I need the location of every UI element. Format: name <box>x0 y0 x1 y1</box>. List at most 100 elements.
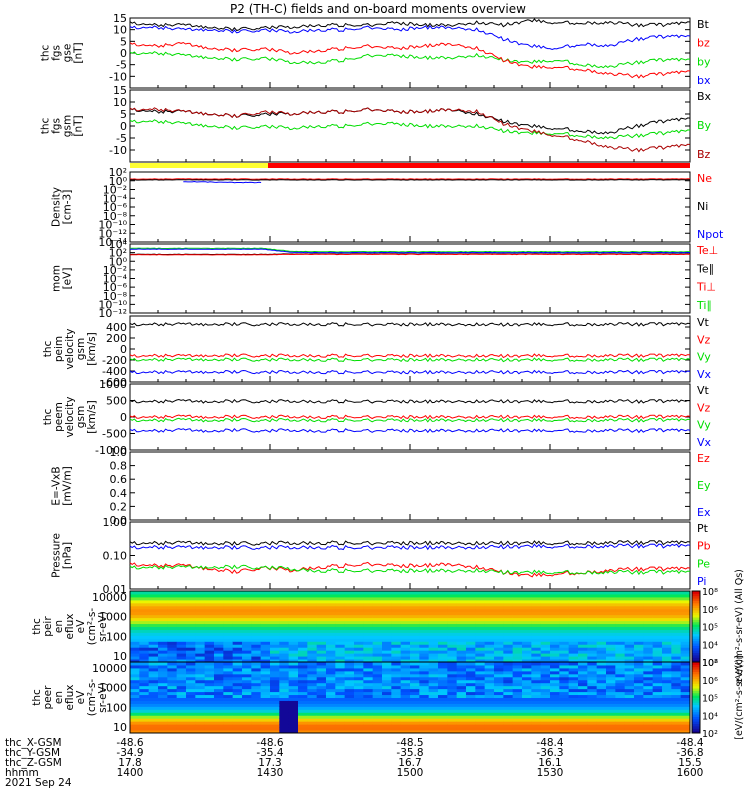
heatmap-cell <box>494 673 504 678</box>
heatmap-cell <box>344 691 355 696</box>
heatmap-cell <box>363 659 374 663</box>
heatmap-cell <box>447 629 458 633</box>
heatmap-cell <box>662 706 672 710</box>
heatmap-cell <box>298 706 308 710</box>
heatmap-cell <box>456 730 467 734</box>
heatmap-cell <box>354 730 364 734</box>
heatmap-cell <box>354 593 364 598</box>
heatmap-cell <box>316 715 327 719</box>
heatmap-cell <box>354 697 364 701</box>
heatmap-cell <box>158 593 168 598</box>
heatmap-cell <box>419 703 430 707</box>
heatmap-cell <box>260 709 271 713</box>
heatmap-cell <box>587 591 598 595</box>
series-line-vx <box>129 427 691 434</box>
heatmap-cell <box>559 647 570 651</box>
y-tick-label: 10 <box>113 96 127 109</box>
heatmap-cell <box>475 653 486 657</box>
heatmap-cell <box>167 712 178 716</box>
heatmap-cell <box>148 620 159 625</box>
heatmap-cell <box>615 676 626 681</box>
heatmap-cell <box>232 667 243 672</box>
heatmap-cell <box>316 605 327 610</box>
heatmap-cell <box>344 721 355 725</box>
heatmap-cell <box>587 647 598 651</box>
heatmap-cell <box>578 712 588 716</box>
heatmap-cell <box>391 673 402 678</box>
heatmap-cell <box>344 656 355 660</box>
heatmap-cell <box>587 688 598 693</box>
heatmap-cell <box>568 670 579 675</box>
heatmap-cell <box>466 700 476 704</box>
heatmap-cell <box>130 691 140 696</box>
heatmap-cell <box>242 673 252 678</box>
heatmap-cell <box>634 694 644 698</box>
heatmap-cell <box>298 715 308 719</box>
heatmap-cell <box>587 703 598 707</box>
heatmap-cell <box>400 691 411 696</box>
heatmap-cell <box>242 697 252 701</box>
heatmap-cell <box>475 605 486 610</box>
heatmap-cell <box>298 591 308 595</box>
y-axis-label: eflux <box>64 685 76 711</box>
heatmap-cell <box>260 700 271 704</box>
heatmap-cell <box>279 635 290 639</box>
heatmap-cell <box>634 623 644 627</box>
heatmap-cell <box>288 697 299 701</box>
heatmap-cell <box>494 641 504 645</box>
heatmap-cell <box>391 709 402 713</box>
heatmap-cell <box>195 670 206 675</box>
heatmap-cell <box>316 730 327 734</box>
heatmap-cell <box>606 715 616 719</box>
heatmap-cell <box>578 715 588 719</box>
heatmap-cell <box>354 653 364 657</box>
heatmap-cell <box>438 647 448 651</box>
heatmap-cell <box>363 718 374 722</box>
heatmap-cell <box>204 694 215 698</box>
y-tick-label: -1000 <box>95 444 127 457</box>
heatmap-cell <box>326 694 336 698</box>
heatmap-cell <box>419 608 430 613</box>
y-axis-label: eV <box>75 619 87 633</box>
heatmap-cell <box>568 682 579 687</box>
heatmap-cell <box>316 727 327 731</box>
heatmap-cell <box>232 638 243 642</box>
ephemeris-value: -48.6 <box>256 737 284 749</box>
heatmap-cell <box>410 727 420 731</box>
heatmap-cell <box>335 644 346 648</box>
heatmap-cell <box>484 647 495 651</box>
heatmap-cell <box>428 644 439 648</box>
heatmap-cell <box>326 591 336 595</box>
heatmap-cell <box>335 620 346 625</box>
heatmap-cell <box>540 602 551 607</box>
heatmap-cell <box>512 632 523 636</box>
heatmap-cell <box>372 724 383 728</box>
heatmap-cell <box>503 703 514 707</box>
heatmap-cell <box>615 605 626 610</box>
heatmap-cell <box>167 703 178 707</box>
y-tick-label: 1.00 <box>103 516 128 529</box>
heatmap-cell <box>288 715 299 719</box>
heatmap-cell <box>587 659 598 663</box>
heatmap-cell <box>335 629 346 633</box>
legend-label: By <box>697 119 712 132</box>
heatmap-cell <box>652 608 663 613</box>
heatmap-cell <box>671 611 682 616</box>
heatmap-cell <box>578 697 588 701</box>
heatmap-cell <box>130 706 140 710</box>
heatmap-cell <box>186 667 196 672</box>
heatmap-cell <box>531 617 542 622</box>
heatmap-cell <box>559 685 570 690</box>
ephemeris-label-x: thc_X-GSM <box>5 737 62 749</box>
heatmap-cell <box>139 593 150 598</box>
heatmap-cell <box>316 709 327 713</box>
heatmap-cell <box>447 730 458 734</box>
heatmap-cell <box>456 706 467 710</box>
heatmap-cell <box>466 724 476 728</box>
heatmap-cell <box>410 664 420 669</box>
heatmap-cell <box>176 730 187 734</box>
heatmap-cell <box>550 700 560 704</box>
heatmap-cell <box>130 647 140 651</box>
